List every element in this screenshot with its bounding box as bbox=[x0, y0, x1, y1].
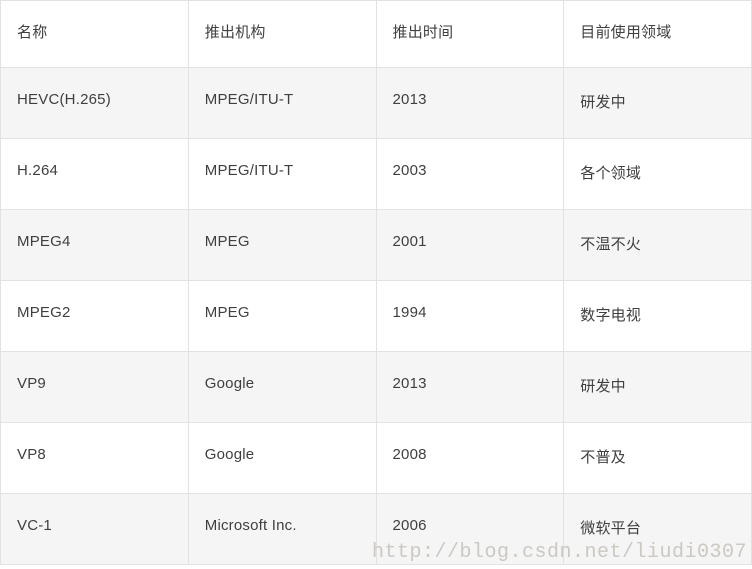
cell-name: VC-1 bbox=[0, 493, 189, 565]
table-header: 名称 推出机构 推出时间 目前使用领域 bbox=[0, 0, 752, 68]
cell-name: HEVC(H.265) bbox=[0, 67, 189, 139]
column-header-year: 推出时间 bbox=[375, 0, 565, 68]
cell-org: Google bbox=[187, 422, 377, 494]
table-row: VP9 Google 2013 研发中 bbox=[0, 351, 752, 423]
cell-year: 2006 bbox=[375, 493, 565, 565]
table-row: HEVC(H.265) MPEG/ITU-T 2013 研发中 bbox=[0, 67, 752, 139]
column-header-org: 推出机构 bbox=[187, 0, 377, 68]
table-row: VC-1 Microsoft Inc. 2006 微软平台 bbox=[0, 493, 752, 565]
cell-name: MPEG2 bbox=[0, 280, 189, 352]
cell-field: 数字电视 bbox=[563, 280, 752, 352]
cell-year: 1994 bbox=[375, 280, 565, 352]
cell-field: 不普及 bbox=[563, 422, 752, 494]
table-body: HEVC(H.265) MPEG/ITU-T 2013 研发中 H.264 MP… bbox=[0, 67, 752, 565]
cell-field: 不温不火 bbox=[563, 209, 752, 281]
table-row: VP8 Google 2008 不普及 bbox=[0, 422, 752, 494]
column-header-field: 目前使用领域 bbox=[563, 0, 752, 68]
cell-name: VP8 bbox=[0, 422, 189, 494]
table-row: MPEG2 MPEG 1994 数字电视 bbox=[0, 280, 752, 352]
cell-year: 2008 bbox=[375, 422, 565, 494]
cell-year: 2003 bbox=[375, 138, 565, 210]
cell-field: 各个领域 bbox=[563, 138, 752, 210]
cell-year: 2001 bbox=[375, 209, 565, 281]
cell-field: 研发中 bbox=[563, 351, 752, 423]
cell-name: H.264 bbox=[0, 138, 189, 210]
header-row: 名称 推出机构 推出时间 目前使用领域 bbox=[0, 0, 752, 68]
table-row: H.264 MPEG/ITU-T 2003 各个领域 bbox=[0, 138, 752, 210]
cell-year: 2013 bbox=[375, 351, 565, 423]
cell-org: MPEG/ITU-T bbox=[187, 138, 377, 210]
cell-org: MPEG/ITU-T bbox=[187, 67, 377, 139]
cell-year: 2013 bbox=[375, 67, 565, 139]
column-header-name: 名称 bbox=[0, 0, 189, 68]
cell-field: 微软平台 bbox=[563, 493, 752, 565]
cell-org: MPEG bbox=[187, 280, 377, 352]
cell-field: 研发中 bbox=[563, 67, 752, 139]
table-row: MPEG4 MPEG 2001 不温不火 bbox=[0, 209, 752, 281]
cell-org: Microsoft Inc. bbox=[187, 493, 377, 565]
cell-name: MPEG4 bbox=[0, 209, 189, 281]
cell-org: Google bbox=[187, 351, 377, 423]
cell-org: MPEG bbox=[187, 209, 377, 281]
cell-name: VP9 bbox=[0, 351, 189, 423]
